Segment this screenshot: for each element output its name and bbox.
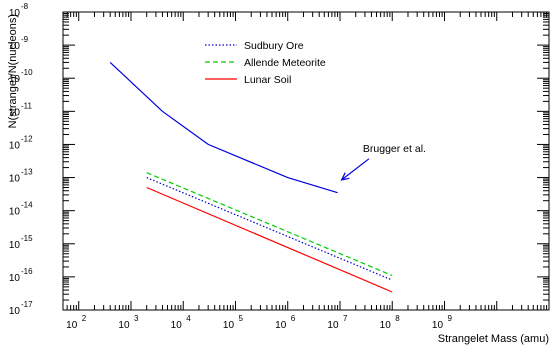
- y-tick-label-exponent: -11: [21, 101, 33, 110]
- x-tick-label-exponent: 3: [134, 314, 139, 323]
- x-tick-label-exponent: 7: [343, 314, 348, 323]
- x-tick-label-exponent: 4: [186, 314, 191, 323]
- axis-ticks: [62, 12, 550, 311]
- annotations: Brugger et al.: [340, 143, 426, 181]
- y-tick-label-exponent: -9: [21, 35, 29, 44]
- y-tick-label: 10: [9, 240, 21, 251]
- y-tick-label-exponent: -15: [21, 234, 33, 243]
- annotation-arrow-head: [340, 172, 350, 181]
- x-tick-label: 10: [171, 320, 183, 331]
- y-tick-label-exponent: -8: [21, 2, 29, 11]
- plot-frame: [62, 11, 550, 311]
- y-tick-label: 10: [9, 140, 21, 151]
- x-axis-title: Strangelet Mass (amu): [438, 333, 549, 345]
- y-tick-label-exponent: -12: [21, 134, 33, 143]
- legend-label: Allende Meteorite: [244, 57, 326, 69]
- y-tick-labels: 10-1710-1610-1510-1410-1310-1210-1110-10…: [9, 2, 33, 317]
- x-tick-label-exponent: 2: [82, 314, 87, 323]
- y-tick-label-exponent: -16: [21, 267, 33, 276]
- x-tick-label-exponent: 8: [395, 314, 400, 323]
- x-tick-label: 10: [66, 320, 78, 331]
- series-line-allende-meteorite: [146, 172, 393, 277]
- x-tick-label-exponent: 5: [238, 314, 243, 323]
- annotation-arrow-shaft: [341, 158, 370, 181]
- y-tick-label: 10: [9, 174, 21, 185]
- series-line-brugger-et-al: [109, 61, 338, 194]
- x-tick-label-exponent: 9: [447, 314, 452, 323]
- series-line-sudbury-ore: [146, 177, 393, 281]
- y-tick-label: 10: [9, 207, 21, 218]
- x-tick-label: 10: [118, 320, 130, 331]
- y-tick-label-exponent: -13: [21, 168, 33, 177]
- x-tick-label: 10: [275, 320, 287, 331]
- y-tick-label-exponent: -10: [21, 68, 33, 77]
- y-tick-label: 10: [9, 8, 21, 19]
- y-axis-title: N(strange)/N(nucleons): [7, 14, 19, 128]
- legend: Sudbury Ore Allende Meteorite Lunar Soil: [205, 40, 326, 86]
- legend-label: Sudbury Ore: [244, 40, 304, 52]
- y-tick-label: 10: [9, 273, 21, 284]
- x-tick-label: 10: [327, 320, 339, 331]
- series-layer: [109, 61, 393, 293]
- y-tick-label-exponent: -14: [21, 201, 33, 210]
- x-tick-label: 10: [223, 320, 235, 331]
- series-line-lunar-soil: [146, 186, 393, 293]
- y-tick-label: 10: [9, 74, 21, 85]
- y-tick-label: 10: [9, 107, 21, 118]
- x-tick-label: 10: [432, 320, 444, 331]
- y-tick-label: 10: [9, 306, 21, 317]
- y-tick-label-exponent: -17: [21, 300, 33, 309]
- y-tick-label: 10: [9, 41, 21, 52]
- legend-label: Lunar Soil: [244, 74, 291, 86]
- annotation-label: Brugger et al.: [363, 143, 426, 155]
- x-tick-label: 10: [380, 320, 392, 331]
- x-tick-label-exponent: 6: [291, 314, 296, 323]
